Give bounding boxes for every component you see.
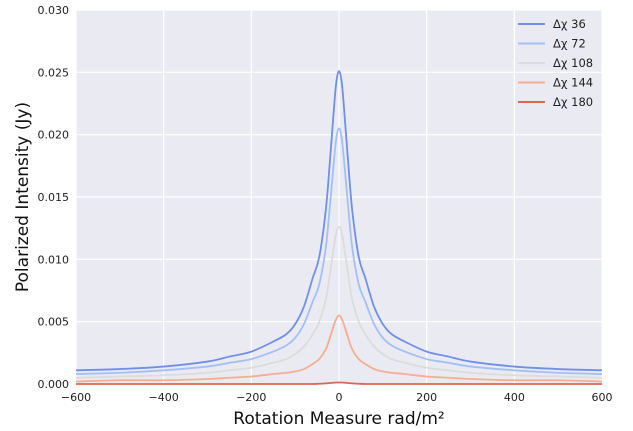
series-line-0	[75, 70, 603, 372]
y-tick-label: 0.000	[38, 378, 70, 391]
legend-label-1: Δχ 72	[553, 37, 586, 51]
legend-label-3: Δχ 144	[553, 76, 593, 90]
legend-label-0: Δχ 36	[553, 17, 586, 31]
y-tick-label: 0.025	[38, 66, 70, 79]
series-line-1	[75, 127, 603, 375]
legend-label-4: Δχ 180	[553, 95, 593, 109]
x-tick-label: 600	[592, 391, 613, 404]
series-line-2	[75, 226, 603, 379]
x-tick-label: −600	[61, 391, 91, 404]
legend: Δχ 36 Δχ 72 Δχ 108 Δχ 144 Δχ 180	[518, 17, 593, 109]
series-line-3	[75, 314, 603, 383]
x-tick-label: −200	[236, 391, 266, 404]
y-tick-label: 0.030	[38, 4, 70, 17]
y-tick-label: 0.005	[38, 316, 70, 329]
x-tick-label: 200	[416, 391, 437, 404]
y-tick-label: 0.020	[38, 129, 70, 142]
series-lines	[75, 70, 603, 385]
y-tick-labels: 0.000 0.005 0.010 0.015 0.020 0.025 0.030	[38, 4, 70, 391]
x-tick-label: −400	[149, 391, 179, 404]
x-axis-label: Rotation Measure rad/m²	[233, 409, 444, 429]
series-line-4	[75, 381, 602, 385]
x-tick-labels: −600 −400 −200 0 200 400 600	[61, 391, 613, 404]
x-tick-label: 0	[336, 391, 343, 404]
legend-label-2: Δχ 108	[553, 56, 593, 70]
y-axis-label: Polarized Intensity (Jy)	[13, 102, 33, 292]
y-tick-label: 0.010	[38, 253, 70, 266]
x-tick-label: 400	[504, 391, 525, 404]
y-tick-label: 0.015	[38, 191, 70, 204]
